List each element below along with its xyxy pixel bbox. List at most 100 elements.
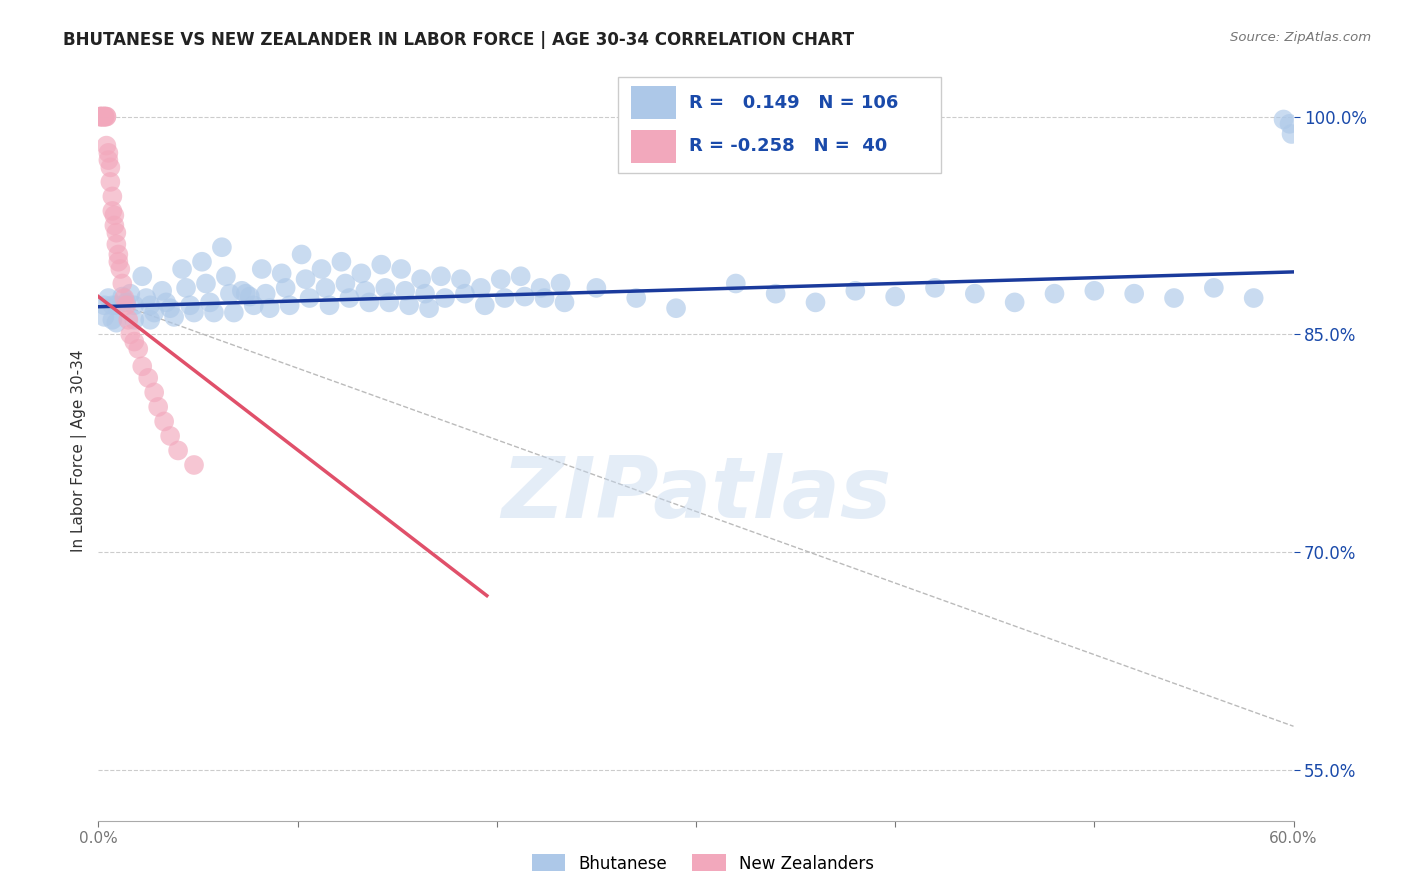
Point bbox=[1004, 295, 1026, 310]
Point bbox=[924, 281, 946, 295]
Point bbox=[555, 862, 578, 876]
Point bbox=[93, 110, 115, 124]
Point bbox=[101, 313, 124, 327]
Point bbox=[97, 145, 120, 160]
Point bbox=[418, 301, 440, 316]
Point bbox=[93, 298, 115, 312]
Point bbox=[103, 208, 125, 222]
Point bbox=[434, 291, 457, 305]
Point bbox=[370, 258, 392, 272]
Point bbox=[1043, 286, 1066, 301]
Point bbox=[411, 272, 433, 286]
Point bbox=[174, 281, 197, 295]
Point bbox=[398, 298, 420, 312]
Point bbox=[96, 138, 118, 153]
Point bbox=[1243, 291, 1265, 305]
Point bbox=[127, 342, 149, 356]
Point bbox=[98, 175, 122, 189]
Point bbox=[89, 110, 111, 124]
Point bbox=[1202, 281, 1225, 295]
Point bbox=[311, 262, 333, 277]
Point bbox=[513, 289, 536, 303]
Point bbox=[1272, 112, 1295, 127]
Point bbox=[339, 291, 361, 305]
Point bbox=[120, 286, 142, 301]
Point bbox=[120, 327, 142, 342]
Point bbox=[163, 310, 186, 324]
Point bbox=[97, 153, 120, 168]
Point bbox=[96, 110, 118, 124]
Point bbox=[111, 277, 134, 291]
Point bbox=[124, 313, 146, 327]
Point bbox=[117, 313, 139, 327]
Point bbox=[413, 286, 436, 301]
Point bbox=[172, 262, 194, 277]
Point bbox=[159, 301, 181, 316]
Point bbox=[963, 286, 986, 301]
Point bbox=[198, 295, 221, 310]
Point bbox=[105, 316, 128, 330]
Point bbox=[105, 226, 128, 240]
Point bbox=[105, 298, 128, 312]
Point bbox=[243, 298, 266, 312]
Point bbox=[91, 110, 114, 124]
Point bbox=[219, 286, 242, 301]
Point bbox=[110, 262, 132, 277]
Point bbox=[96, 110, 118, 124]
Point bbox=[131, 269, 153, 284]
Point bbox=[191, 254, 214, 268]
Point bbox=[378, 295, 401, 310]
Point bbox=[530, 281, 553, 295]
Point bbox=[665, 301, 688, 316]
Point bbox=[195, 277, 218, 291]
Point bbox=[97, 291, 120, 305]
Point bbox=[494, 291, 516, 305]
Point bbox=[101, 298, 124, 312]
Point bbox=[454, 286, 477, 301]
Point bbox=[554, 295, 576, 310]
Point bbox=[330, 254, 353, 268]
Point bbox=[804, 295, 827, 310]
Point bbox=[374, 281, 396, 295]
Point bbox=[350, 266, 373, 280]
Point bbox=[150, 284, 173, 298]
Point bbox=[270, 266, 292, 280]
Point bbox=[105, 237, 128, 252]
Point bbox=[202, 305, 225, 319]
Point bbox=[93, 310, 115, 324]
Point bbox=[315, 281, 337, 295]
Point bbox=[101, 203, 124, 218]
Point bbox=[235, 286, 257, 301]
Point bbox=[533, 291, 555, 305]
Point bbox=[139, 313, 162, 327]
Point bbox=[93, 110, 115, 124]
Point bbox=[298, 291, 321, 305]
Point bbox=[91, 110, 114, 124]
Text: BHUTANESE VS NEW ZEALANDER IN LABOR FORCE | AGE 30-34 CORRELATION CHART: BHUTANESE VS NEW ZEALANDER IN LABOR FORC… bbox=[63, 31, 855, 49]
Point bbox=[112, 291, 135, 305]
Point bbox=[115, 298, 138, 312]
Point bbox=[470, 281, 492, 295]
Point bbox=[89, 110, 111, 124]
Point bbox=[354, 284, 377, 298]
Point bbox=[148, 400, 170, 414]
Point bbox=[139, 298, 162, 312]
Point bbox=[103, 219, 125, 233]
Point bbox=[153, 414, 176, 428]
Point bbox=[389, 262, 412, 277]
Legend: Bhutanese, New Zealanders: Bhutanese, New Zealanders bbox=[526, 847, 880, 880]
Point bbox=[222, 305, 245, 319]
Point bbox=[278, 298, 301, 312]
Point bbox=[183, 458, 205, 472]
Point bbox=[765, 286, 787, 301]
Point bbox=[509, 269, 531, 284]
Point bbox=[124, 334, 146, 349]
Point bbox=[294, 272, 316, 286]
Point bbox=[250, 262, 273, 277]
Text: ZIPatlas: ZIPatlas bbox=[501, 453, 891, 536]
Point bbox=[1163, 291, 1185, 305]
Point bbox=[135, 291, 157, 305]
Point bbox=[143, 305, 166, 319]
Point bbox=[1278, 117, 1301, 131]
Y-axis label: In Labor Force | Age 30-34: In Labor Force | Age 30-34 bbox=[72, 349, 87, 552]
